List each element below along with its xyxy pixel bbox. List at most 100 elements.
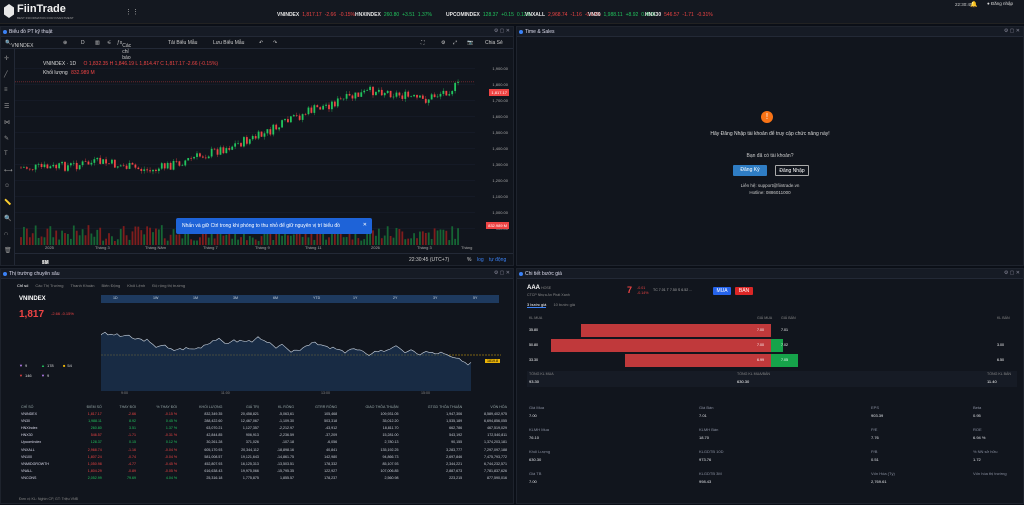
market-tab[interactable]: Khối Lệnh: [127, 283, 146, 288]
expand-icon[interactable]: ⤢: [453, 40, 458, 46]
toast-close-icon[interactable]: ✕: [362, 222, 367, 228]
table-row[interactable]: VN100 1,807.24 -0.74 -0.04 % 581,008.57 19,12…: [19, 453, 509, 460]
table-row[interactable]: VNCONS 2,052.99 79.69 4.04 % 25,316.18 1,775,…: [19, 475, 509, 482]
market-tab[interactable]: Độ rộng thị trường: [152, 283, 186, 288]
range-6M[interactable]: 6M: [42, 260, 49, 266]
ticker-item[interactable]: VNXALL 2,968.74 -1.16 -0.04%: [525, 12, 604, 18]
column-header[interactable]: GTRR RÒNG: [315, 404, 338, 409]
emoji-icon[interactable]: ☺: [4, 183, 11, 189]
measure-icon[interactable]: ⟷: [4, 168, 13, 174]
symbol-search[interactable]: 🔍 VNINDEX: [5, 40, 34, 49]
add-symbol-button[interactable]: ⊕: [63, 40, 68, 46]
table-row[interactable]: VNINDEX 1,817.17 -2.66 -0.15 % 832,349.35 20,…: [19, 410, 509, 417]
table-row[interactable]: HNXIndex 260.80 3.51 1.37 % 63,070.21 1,127,3…: [19, 424, 509, 431]
sell-button[interactable]: BÁN: [735, 287, 753, 295]
save-template-button[interactable]: Lưu Biểu Mẫu: [213, 40, 245, 46]
orderbook-row[interactable]: 33.30 6.99 7.05 6.50: [527, 354, 1017, 367]
pattern-icon[interactable]: ⋈: [4, 120, 10, 126]
trash-icon[interactable]: 🗑: [4, 248, 12, 254]
panel-controls[interactable]: ⚙ ▢ ✕: [1003, 270, 1020, 276]
login-link[interactable]: ● Đăng nhập: [987, 1, 1013, 6]
settings-icon[interactable]: ⚙: [441, 40, 446, 46]
compare-icon[interactable]: ⚟: [107, 40, 112, 46]
apps-grid-icon[interactable]: ⋮⋮: [125, 9, 139, 16]
ruler-icon[interactable]: 📏: [4, 200, 12, 206]
orderbook-row[interactable]: 35.80 7.00 7.01: [527, 324, 1017, 337]
tab-10-steps[interactable]: 10 bước giá: [553, 302, 575, 307]
period-5Y[interactable]: 5Y: [473, 296, 478, 300]
magnet-icon[interactable]: ∩: [4, 231, 9, 237]
panel-controls[interactable]: ⚙ ▢ ✕: [1003, 28, 1020, 34]
range-1D[interactable]: 1D: [42, 260, 49, 266]
table-row[interactable]: VNMIDGROWTH 1,050.98 -4.77 -0.45 % 452,807.9…: [19, 460, 509, 467]
table-row[interactable]: VNXALL 2,968.74 -1.16 -0.04 % 605,170.93 20,3…: [19, 446, 509, 453]
period-YTD[interactable]: YTD: [313, 296, 321, 300]
market-tab[interactable]: Thanh Khoản: [70, 283, 95, 288]
table-row[interactable]: UpcomIndex 128.37 0.15 0.12 % 30,261.28 371,0…: [19, 439, 509, 446]
period-1W[interactable]: 1W: [153, 296, 159, 300]
column-header[interactable]: KHỐI LƯỢNG: [199, 404, 223, 409]
range-3M[interactable]: 3M: [42, 260, 49, 266]
interval-button[interactable]: D: [81, 40, 85, 46]
load-template-button[interactable]: Tải Biểu Mẫu: [168, 40, 198, 46]
table-row[interactable]: VN30 1,988.11 8.92 0.45 % 288,422.60 12,467,0…: [19, 417, 509, 424]
orderbook-row[interactable]: 50.80 7.00 7.02 3.00: [527, 339, 1017, 352]
zoom-icon[interactable]: 🔍: [4, 216, 12, 222]
column-header[interactable]: % THAY ĐỔI: [156, 404, 178, 409]
period-1D[interactable]: 1D: [113, 296, 118, 300]
range-1M[interactable]: 1M: [42, 260, 49, 266]
column-header[interactable]: VỐN HÓA: [490, 404, 507, 409]
brush-icon[interactable]: ✎: [4, 136, 10, 142]
market-tab[interactable]: Các Thị Trường: [35, 283, 64, 288]
column-header[interactable]: THAY ĐỔI: [119, 404, 137, 409]
indicators-button[interactable]: ƒx Các chỉ báo: [117, 40, 132, 61]
column-header[interactable]: GTGD THỎA THUẬN: [427, 404, 463, 409]
ticker-item[interactable]: VNINDEX 1,817.17 -2.66 -0.15%: [277, 12, 358, 18]
panel-controls[interactable]: ⚙ ▢ ✕: [493, 270, 510, 276]
market-tab[interactable]: Biến Động: [101, 283, 121, 288]
column-header[interactable]: GIAO THỎA THUẬN: [365, 404, 399, 409]
period-6M[interactable]: 6M: [273, 296, 278, 300]
chart-canvas[interactable]: [15, 49, 475, 245]
table-row[interactable]: VNALL 1,804.29 -0.89 -0.05 % 616,638.43 19,97…: [19, 468, 509, 475]
column-header[interactable]: GIÁ TRỊ: [245, 404, 259, 409]
percent-toggle[interactable]: %: [467, 257, 472, 263]
share-button[interactable]: Chia Sẻ: [485, 40, 503, 46]
range-5Y[interactable]: 5Y: [42, 260, 49, 266]
column-header[interactable]: KL RÒNG: [277, 404, 295, 409]
undo-icon[interactable]: ↶: [259, 40, 264, 46]
intraday-chart[interactable]: [101, 305, 501, 391]
range-1Y[interactable]: 1Y: [42, 260, 49, 266]
period-3M[interactable]: 3M: [233, 296, 238, 300]
stock-symbol[interactable]: AAA: [527, 285, 540, 291]
period-3Y[interactable]: 3Y: [433, 296, 438, 300]
buy-button[interactable]: MUA: [713, 287, 731, 295]
table-row[interactable]: HNX30 546.57 -1.71 -0.31 % 42,844.85 906,913 -…: [19, 432, 509, 439]
period-1M[interactable]: 1M: [193, 296, 198, 300]
fib-icon[interactable]: ☰: [4, 104, 10, 110]
horizontal-lines-icon[interactable]: ≡: [4, 87, 8, 93]
ticker-item[interactable]: HNX30 546.57 -1.71 -0.31%: [645, 12, 716, 18]
camera-icon[interactable]: 📷: [467, 40, 474, 46]
redo-icon[interactable]: ↷: [273, 40, 278, 46]
trendline-icon[interactable]: ╱: [4, 72, 8, 78]
panel-controls[interactable]: ⚙ ▢ ✕: [493, 28, 510, 34]
login-button[interactable]: Đăng Nhập: [775, 165, 809, 176]
period-1Y[interactable]: 1Y: [353, 296, 358, 300]
column-header[interactable]: ĐIỂM SỐ: [86, 404, 102, 409]
crosshair-icon[interactable]: ✛: [4, 56, 10, 62]
period-2Y[interactable]: 2Y: [393, 296, 398, 300]
text-icon[interactable]: T: [4, 151, 8, 157]
log-toggle[interactable]: log: [477, 257, 484, 263]
column-header[interactable]: CHỈ SỐ: [21, 404, 34, 409]
range-5D[interactable]: 5D: [42, 260, 49, 266]
ticker-item[interactable]: UPCOMINDEX 128.37 +0.15 0.12%: [446, 12, 534, 18]
bell-icon[interactable]: 🔔: [970, 2, 978, 8]
ticker-item[interactable]: VN30 1,988.11 +8.92 0.45%: [588, 12, 658, 18]
ticker-item[interactable]: HNXINDEX 260.80 +3.51 1.37%: [355, 12, 435, 18]
tab-3-steps[interactable]: 3 bước giá: [527, 302, 547, 308]
register-button[interactable]: Đăng Ký: [733, 165, 767, 176]
auto-toggle[interactable]: tự động: [489, 257, 507, 263]
fiintrade-logo[interactable]: FiinTrade BEST INFORMATION FOR INVESTMEN…: [4, 2, 76, 22]
market-tab[interactable]: Chỉ số: [17, 283, 29, 288]
